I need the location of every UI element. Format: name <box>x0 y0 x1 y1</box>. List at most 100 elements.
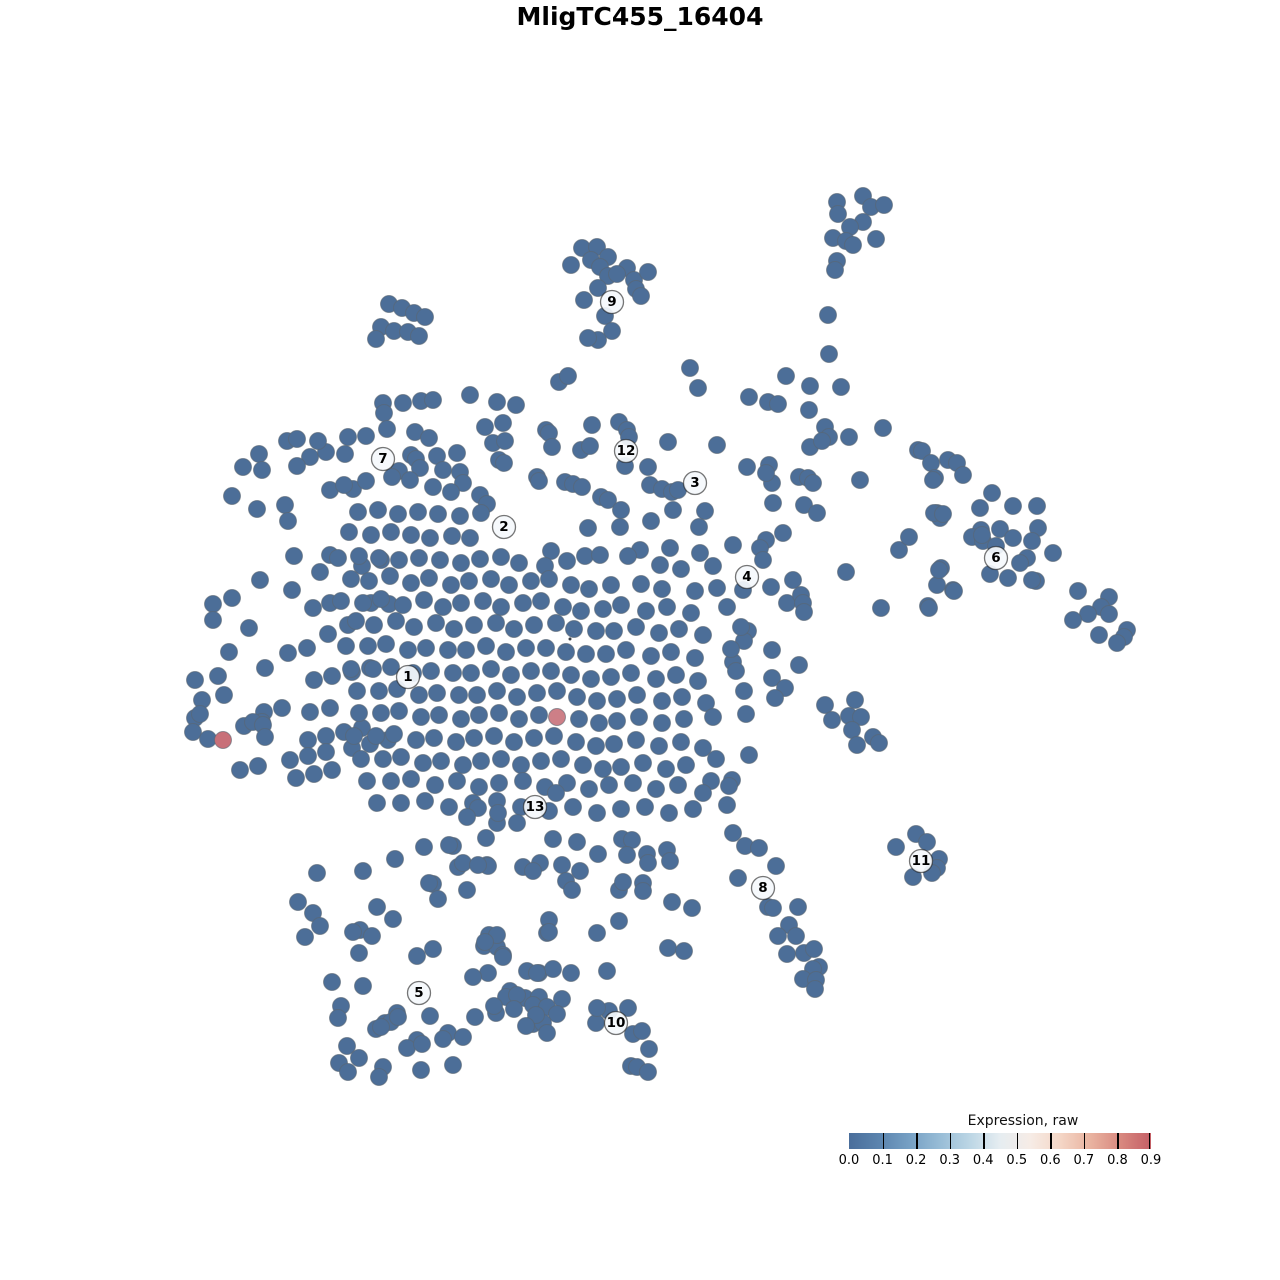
data-point <box>451 507 469 525</box>
data-point <box>619 547 637 565</box>
data-point <box>599 491 617 509</box>
cluster-label: 8 <box>758 880 767 896</box>
data-point <box>612 596 630 614</box>
data-point <box>547 784 565 802</box>
data-point <box>429 890 447 908</box>
data-point <box>309 432 327 450</box>
data-point <box>983 484 1001 502</box>
legend-tick-line <box>882 1133 884 1149</box>
data-point <box>508 814 526 832</box>
data-point <box>650 624 668 642</box>
data-point <box>471 550 489 568</box>
data-point <box>657 760 675 778</box>
data-point <box>339 428 357 446</box>
data-point <box>577 645 595 663</box>
legend-tick-label: 0.5 <box>1006 1153 1028 1168</box>
data-point <box>707 750 725 768</box>
data-point <box>922 454 940 472</box>
data-point <box>421 1007 439 1025</box>
data-point <box>540 923 558 941</box>
data-point <box>382 658 400 676</box>
data-point <box>249 757 267 775</box>
data-point <box>729 869 747 887</box>
data-point <box>428 684 446 702</box>
data-point <box>612 758 630 776</box>
data-point <box>684 800 702 818</box>
data-point <box>819 306 837 324</box>
data-point <box>632 575 650 593</box>
data-point <box>686 582 704 600</box>
data-point <box>220 643 238 661</box>
data-point <box>1028 497 1046 515</box>
data-point <box>565 620 583 638</box>
data-point <box>588 804 606 822</box>
data-point <box>410 327 428 345</box>
cluster-label: 1 <box>403 669 412 685</box>
data-point <box>890 541 908 559</box>
data-point <box>234 458 252 476</box>
data-point <box>458 881 476 899</box>
data-point <box>754 551 772 569</box>
legend-tick-line <box>949 1133 952 1149</box>
data-point <box>251 571 269 589</box>
data-point <box>954 466 972 484</box>
data-point <box>494 414 512 432</box>
data-point <box>769 927 787 945</box>
data-point <box>465 616 483 634</box>
data-point <box>537 639 555 657</box>
data-point <box>689 379 707 397</box>
data-point <box>851 471 869 489</box>
cluster-label: 9 <box>607 294 616 310</box>
legend-tick-label: 0.7 <box>1073 1153 1095 1168</box>
data-point <box>837 563 855 581</box>
data-point <box>602 576 620 594</box>
data-point <box>628 686 646 704</box>
data-point <box>547 614 565 632</box>
data-point <box>454 474 472 492</box>
data-point <box>191 705 209 723</box>
data-point <box>622 664 640 682</box>
data-point <box>488 682 506 700</box>
data-point <box>401 471 419 489</box>
data-point <box>612 501 630 519</box>
data-point <box>370 682 388 700</box>
data-point <box>623 831 641 849</box>
data-point <box>448 444 466 462</box>
data-point <box>464 968 482 986</box>
data-point <box>694 626 712 644</box>
data-point <box>611 518 629 536</box>
data-point <box>973 526 991 544</box>
data-point <box>846 691 864 709</box>
data-point <box>298 639 316 657</box>
data-point <box>583 416 601 434</box>
data-point <box>650 737 668 755</box>
data-point <box>724 536 742 554</box>
data-point <box>777 367 795 385</box>
data-point <box>639 263 657 281</box>
data-point <box>416 308 434 326</box>
data-point <box>579 329 597 347</box>
data-point <box>367 330 385 348</box>
cluster-label-circle <box>406 980 432 1006</box>
data-point <box>204 595 222 613</box>
data-point <box>829 205 847 223</box>
data-point <box>357 472 375 490</box>
data-point <box>1044 544 1062 562</box>
data-point <box>874 419 892 437</box>
data-point <box>347 612 365 630</box>
data-point <box>359 637 377 655</box>
data-point <box>350 704 368 722</box>
legend-title: Expression, raw <box>967 1113 1079 1129</box>
cluster-label: 10 <box>607 1015 626 1031</box>
data-point <box>1100 605 1118 623</box>
legend-gradient-bar <box>849 1133 1151 1149</box>
data-point <box>634 882 652 900</box>
data-point <box>510 710 528 728</box>
data-point <box>732 618 750 636</box>
data-point <box>900 528 918 546</box>
data-point <box>454 756 472 774</box>
data-point <box>231 761 249 779</box>
data-point <box>580 780 598 798</box>
